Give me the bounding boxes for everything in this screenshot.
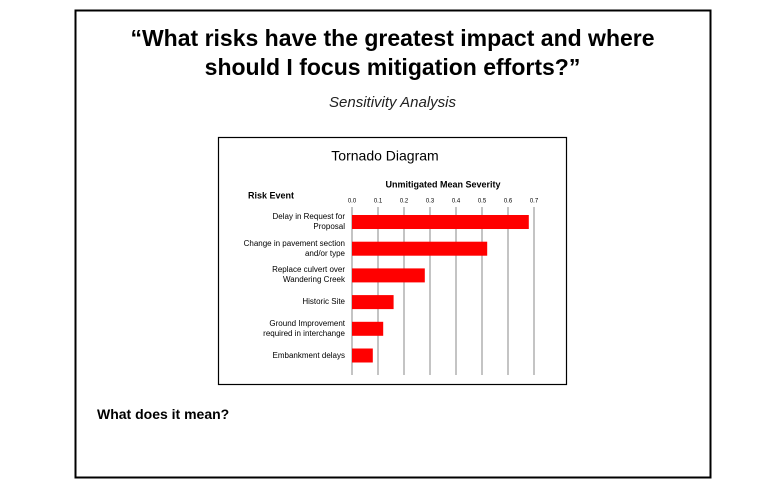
x-tick-label: 0.3 (426, 199, 435, 205)
x-tick-label: 0.6 (504, 199, 513, 205)
x-tick-label: 0.1 (374, 199, 383, 205)
x-axis-label: Unmitigated Mean Severity (385, 179, 500, 189)
x-tick-label: 0.0 (348, 199, 357, 205)
chart-title: Tornado Diagram (331, 148, 438, 164)
bar (352, 268, 425, 283)
y-axis-label: Risk Event (248, 190, 294, 200)
slide-note: What does it mean? (97, 406, 230, 422)
category-label: Delay in Request for Proposal (272, 212, 345, 231)
bar (352, 295, 394, 310)
slide-title: “What risks have the greatest impact and… (130, 25, 655, 80)
slide-border (74, 9, 712, 479)
category-label: Ground Improvement required in interchan… (263, 318, 345, 338)
bar (352, 321, 384, 336)
chart-frame (217, 136, 568, 386)
x-tick-label: 0.2 (400, 199, 409, 205)
bar (352, 241, 488, 256)
x-tick-label: 0.4 (452, 199, 461, 205)
x-tick-label: 0.7 (530, 199, 539, 205)
category-label: Historic Site (302, 297, 345, 307)
category-label: Change in pavement section and/or type (243, 238, 345, 258)
x-tick-label: 0.5 (478, 199, 487, 205)
category-label: Replace culvert over Wandering Creek (272, 265, 345, 285)
slide-subtitle: Sensitivity Analysis (329, 94, 456, 111)
bar (352, 348, 373, 363)
category-label: Embankment delays (272, 350, 345, 360)
bar (352, 215, 529, 229)
